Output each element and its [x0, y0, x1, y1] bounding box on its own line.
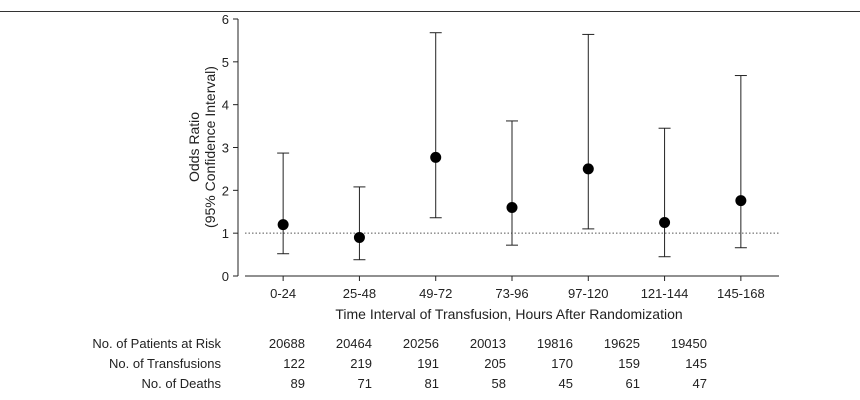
risk-cell: 47	[692, 376, 707, 391]
x-tick-label: 97-120	[568, 286, 608, 301]
x-axis-title: Time Interval of Transfusion, Hours Afte…	[335, 306, 682, 322]
x-tick-label: 73-96	[495, 286, 528, 301]
risk-cell: 58	[491, 376, 506, 391]
odds-ratio-point	[735, 195, 747, 207]
y-axis-title-line1: Odds Ratio	[186, 112, 202, 182]
y-tick-label: 1	[222, 226, 229, 241]
risk-row-label: No. of Patients at Risk	[92, 336, 221, 351]
y-tick-label: 3	[222, 141, 229, 156]
risk-cell: 170	[551, 356, 573, 371]
x-tick-label: 49-72	[419, 286, 452, 301]
risk-table-row: No. of Deaths 89 71 81 58 45 61 47	[0, 374, 708, 394]
risk-row-label: No. of Deaths	[141, 376, 222, 391]
y-tick-label: 5	[222, 55, 229, 70]
risk-table: No. of Patients at Risk 20688 20464 20256 20…	[0, 334, 707, 394]
axes: 0 1 2 3 4 5 6 0-24 25-48 49-72 73-96 97-120 121-144 1…	[222, 12, 779, 301]
risk-cell: 219	[350, 356, 372, 371]
y-tick-label: 4	[222, 98, 229, 113]
odds-ratio-point	[430, 151, 442, 163]
y-axis-title-line2: (95% Confidence Interval)	[202, 66, 218, 228]
risk-cell: 19625	[603, 336, 640, 351]
risk-cell: 19450	[670, 336, 707, 351]
x-tick-label: 121-144	[641, 286, 689, 301]
risk-cell: 45	[558, 376, 573, 391]
y-tick-label: 2	[222, 183, 229, 198]
risk-cell: 19816	[536, 336, 573, 351]
odds-ratio-point	[582, 163, 594, 175]
risk-cell: 159	[618, 356, 640, 371]
risk-cell: 81	[424, 376, 439, 391]
risk-table-row: No. of Transfusions 122 219 191 205 170 159 145	[0, 354, 707, 374]
risk-cell: 20464	[335, 336, 372, 351]
odds-ratio-point	[277, 219, 289, 231]
odds-ratio-point	[353, 231, 365, 243]
risk-cell: 71	[357, 376, 372, 391]
x-tick-label: 25-48	[343, 286, 376, 301]
odds-ratio-chart: 0 1 2 3 4 5 6 0-24 25-48 49-72 73-96 97-120 121-144 1…	[186, 12, 779, 322]
y-tick-label: 6	[222, 12, 229, 27]
risk-cell: 61	[625, 376, 640, 391]
risk-cell: 20688	[268, 336, 305, 351]
risk-table-row: No. of Patients at Risk 20688 20464 20256 20…	[0, 334, 707, 354]
risk-cell: 20013	[469, 336, 506, 351]
y-tick-label: 0	[222, 269, 229, 284]
odds-ratio-point	[659, 216, 671, 228]
risk-cell: 89	[290, 376, 305, 391]
x-tick-label: 0-24	[270, 286, 296, 301]
odds-ratio-point	[506, 201, 518, 213]
risk-cell: 191	[417, 356, 439, 371]
x-tick-label: 145-168	[717, 286, 765, 301]
top-rule	[0, 11, 860, 12]
risk-cell: 122	[283, 356, 305, 371]
risk-cell: 20256	[402, 336, 439, 351]
risk-cell: 145	[685, 356, 707, 371]
chart-marks	[245, 32, 779, 261]
risk-row-label: No. of Transfusions	[109, 356, 221, 371]
risk-cell: 205	[484, 356, 506, 371]
